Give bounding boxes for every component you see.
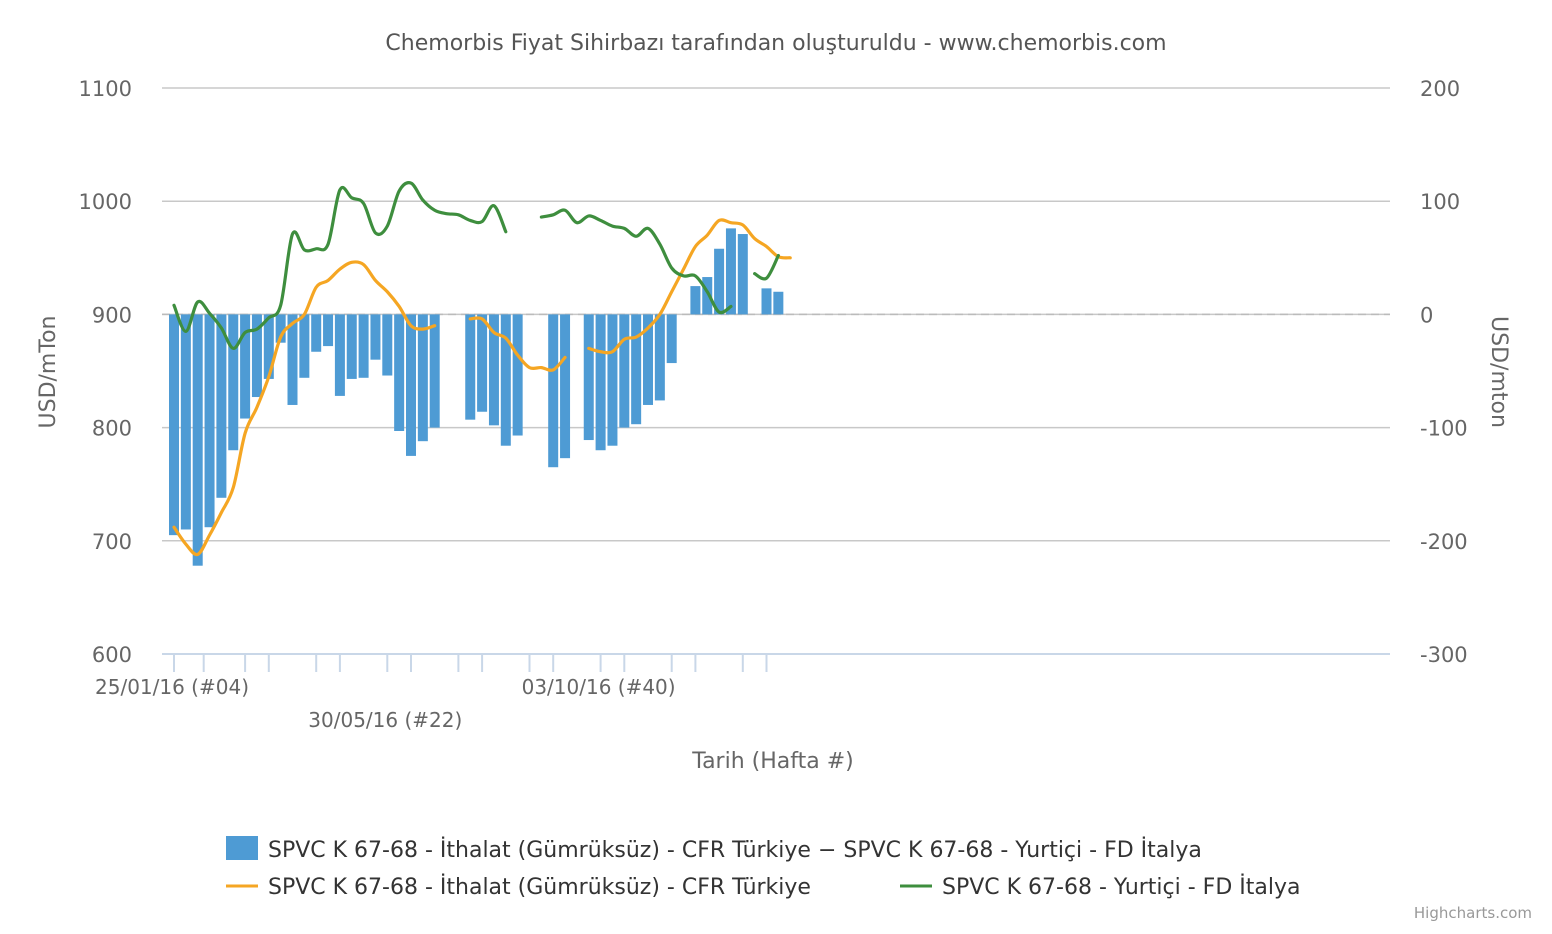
left-tick-label: 600 bbox=[92, 643, 132, 667]
bar bbox=[323, 314, 334, 347]
chart-title: Chemorbis Fiyat Sihirbazı tarafından olu… bbox=[385, 31, 1166, 56]
x-tick-label: 03/10/16 (#40) bbox=[522, 675, 676, 699]
bar bbox=[654, 314, 665, 401]
bar bbox=[488, 314, 499, 426]
bar bbox=[192, 314, 203, 566]
bar bbox=[228, 314, 239, 451]
x-axis bbox=[162, 653, 1390, 672]
bar bbox=[370, 314, 381, 360]
legend-green-label: SPVC K 67-68 - Yurtiçi - FD İtalya bbox=[942, 874, 1300, 900]
turkey-import-line bbox=[587, 218, 792, 355]
bar bbox=[240, 314, 251, 419]
left-tick-label: 1000 bbox=[79, 190, 132, 214]
right-axis-title: USD/mton bbox=[1486, 316, 1511, 428]
bar bbox=[702, 277, 713, 315]
bar bbox=[334, 314, 345, 396]
right-axis-tick-labels: -300 -200 -100 0 100 200 bbox=[1420, 77, 1468, 667]
bar bbox=[595, 314, 606, 451]
bar bbox=[465, 314, 476, 420]
x-axis-title: Tarih (Hafta #) bbox=[691, 749, 853, 774]
bar bbox=[299, 314, 310, 378]
bar bbox=[263, 314, 274, 379]
highcharts-credit[interactable]: Highcharts.com bbox=[1413, 904, 1532, 922]
bar bbox=[666, 314, 677, 364]
bar bbox=[477, 314, 488, 412]
left-axis-title: USD/mTon bbox=[36, 316, 61, 429]
bar-series bbox=[169, 228, 784, 566]
bar bbox=[169, 314, 179, 536]
legend: SPVC K 67-68 - İthalat (Gümrüksüz) - CFR… bbox=[226, 836, 1300, 900]
italy-domestic-line bbox=[539, 208, 733, 315]
bar bbox=[382, 314, 393, 376]
legend-item-italy-domestic[interactable]: SPVC K 67-68 - Yurtiçi - FD İtalya bbox=[900, 874, 1300, 900]
right-tick-label: -100 bbox=[1420, 417, 1468, 441]
italy-domestic-line bbox=[753, 253, 780, 281]
bar bbox=[204, 314, 215, 528]
bar bbox=[394, 314, 405, 431]
bar bbox=[417, 314, 428, 442]
bar bbox=[643, 314, 653, 405]
right-tick-label: -300 bbox=[1420, 643, 1468, 667]
legend-item-difference-bars[interactable]: SPVC K 67-68 - İthalat (Gümrüksüz) - CFR… bbox=[226, 836, 1202, 863]
bar bbox=[560, 314, 571, 459]
bar bbox=[607, 314, 618, 446]
bar bbox=[725, 228, 736, 315]
right-tick-label: 200 bbox=[1420, 77, 1460, 101]
legend-item-turkey-import[interactable]: SPVC K 67-68 - İthalat (Gümrüksüz) - CFR… bbox=[226, 874, 811, 900]
bar bbox=[714, 248, 725, 315]
bar bbox=[548, 314, 559, 468]
bar bbox=[406, 314, 416, 456]
x-axis-tick-labels: 25/01/16 (#04) 30/05/16 (#22) 03/10/16 (#4… bbox=[95, 675, 676, 732]
left-tick-label: 800 bbox=[92, 417, 132, 441]
gridlines bbox=[162, 87, 1390, 655]
bar bbox=[251, 314, 262, 398]
bar bbox=[690, 286, 701, 315]
legend-bar-label: SPVC K 67-68 - İthalat (Gümrüksüz) - CFR… bbox=[268, 837, 1202, 863]
bar bbox=[773, 291, 784, 315]
turkey-import-line bbox=[172, 260, 437, 557]
bar bbox=[737, 234, 748, 315]
right-tick-label: 100 bbox=[1420, 190, 1460, 214]
turkey-import-line bbox=[468, 316, 567, 372]
bar bbox=[180, 314, 191, 530]
left-tick-label: 700 bbox=[92, 530, 132, 554]
legend-orange-label: SPVC K 67-68 - İthalat (Gümrüksüz) - CFR… bbox=[268, 874, 811, 900]
left-axis-tick-labels: 600 700 800 900 1000 1100 bbox=[79, 77, 132, 667]
right-tick-label: -200 bbox=[1420, 530, 1468, 554]
bar bbox=[216, 314, 227, 498]
bar bbox=[346, 314, 357, 379]
bar bbox=[583, 314, 594, 441]
bar bbox=[358, 314, 369, 378]
bar bbox=[275, 314, 286, 343]
italy-domestic-line bbox=[172, 181, 508, 350]
bar bbox=[311, 314, 322, 352]
left-tick-label: 1100 bbox=[79, 77, 132, 101]
bar bbox=[619, 314, 630, 428]
x-tick-label: 30/05/16 (#22) bbox=[308, 708, 462, 732]
bar bbox=[500, 314, 511, 446]
bar bbox=[429, 314, 440, 428]
right-tick-label: 0 bbox=[1420, 303, 1433, 327]
bar bbox=[631, 314, 642, 425]
bar bbox=[761, 288, 772, 315]
legend-bar-swatch bbox=[226, 836, 258, 860]
bar bbox=[512, 314, 523, 436]
left-tick-label: 900 bbox=[92, 303, 132, 327]
bar bbox=[287, 314, 298, 405]
x-tick-label: 25/01/16 (#04) bbox=[95, 675, 249, 699]
line-series bbox=[172, 181, 792, 557]
